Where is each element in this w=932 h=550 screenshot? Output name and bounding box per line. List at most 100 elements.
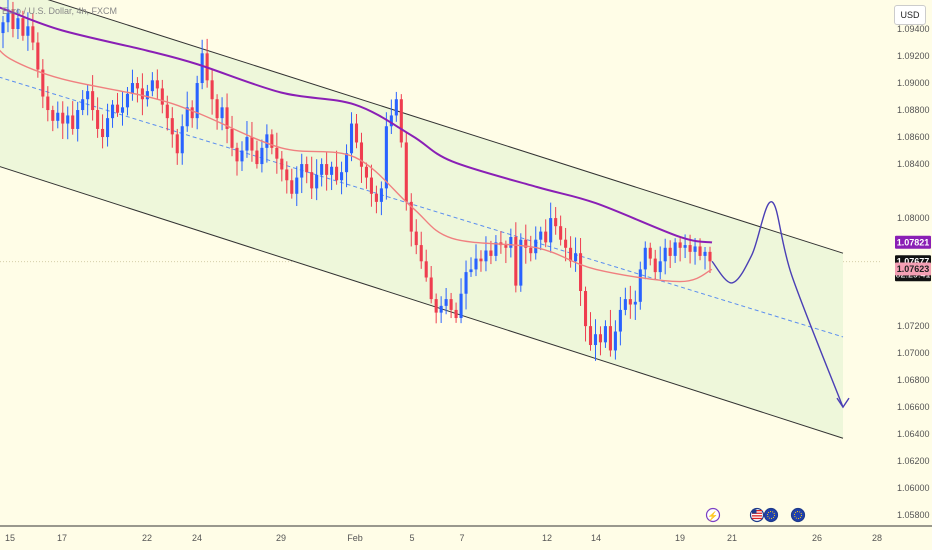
- candle-body: [564, 239, 568, 248]
- candle-body: [245, 137, 249, 151]
- y-tick-label: 1.08400: [897, 159, 930, 169]
- candle-body: [703, 251, 707, 256]
- candle-body: [295, 177, 299, 194]
- y-tick-label: 1.09200: [897, 51, 930, 61]
- y-tick-label: 1.06200: [897, 456, 930, 466]
- candle-body: [155, 80, 159, 89]
- candle-body: [539, 231, 543, 240]
- candle-body: [374, 193, 378, 202]
- candle-body: [160, 88, 164, 105]
- candle-body: [588, 326, 593, 346]
- y-tick-label: 1.09000: [897, 78, 930, 88]
- candle-body: [31, 26, 35, 43]
- candle-body: [325, 164, 329, 175]
- eu-stars: [767, 511, 775, 519]
- candle-body: [708, 251, 712, 262]
- candle-body: [693, 246, 697, 252]
- candle-body: [623, 299, 627, 310]
- y-tick-label: 1.05800: [897, 510, 930, 520]
- candle-body: [230, 128, 234, 148]
- candle-body: [101, 128, 105, 138]
- candle-body: [529, 247, 533, 254]
- ma-slow-price-label: 1.07821: [897, 237, 930, 247]
- candle-body: [195, 83, 199, 119]
- x-tick-label: 29: [276, 533, 286, 543]
- candle-body: [349, 123, 354, 154]
- x-tick-label: 17: [57, 533, 67, 543]
- candle-body: [673, 242, 677, 256]
- y-tick-label: 1.08000: [897, 213, 930, 223]
- candle-body: [240, 150, 244, 162]
- candle-body: [354, 123, 359, 143]
- x-tick-label: 19: [675, 533, 685, 543]
- candle-body: [200, 53, 204, 84]
- candle-body: [86, 91, 90, 100]
- candle-body: [683, 245, 687, 248]
- candle-body: [81, 99, 85, 111]
- channel-layer: [0, 0, 844, 439]
- candle-body: [593, 334, 598, 346]
- channel-lower-line: [0, 166, 844, 439]
- x-tick-label: 14: [591, 533, 601, 543]
- candle-body: [569, 247, 573, 262]
- x-tick-label: 21: [727, 533, 737, 543]
- axis-layer: 15 17 22 24 29 Feb 5 7 12 14 19 21 26 28 1.09400 1.0920…: [0, 24, 932, 543]
- candle-body: [429, 277, 433, 300]
- eu-stars: [794, 511, 802, 519]
- candle-body: [524, 239, 528, 248]
- x-tick-label: 26: [812, 533, 822, 543]
- candle-body: [26, 26, 30, 36]
- eu-flag-event-1[interactable]: [763, 507, 779, 523]
- candle-body: [175, 134, 179, 154]
- candle-body: [544, 231, 548, 243]
- candle-body: [549, 218, 553, 243]
- us-flag-event[interactable]: [749, 507, 765, 523]
- candle-body: [464, 272, 468, 294]
- candle-body: [285, 169, 289, 181]
- candle-body: [369, 177, 373, 194]
- candle-body: [270, 134, 274, 148]
- candle-body: [509, 236, 513, 248]
- chart-title: Euro / U.S. Dollar, 4h, FXCM: [2, 6, 118, 16]
- candle-body: [489, 250, 493, 256]
- candle-body: [434, 299, 438, 313]
- x-tick-label: 22: [142, 533, 152, 543]
- candle-body: [643, 247, 647, 270]
- y-tick-label: 1.06600: [897, 402, 930, 412]
- candle-body: [668, 247, 672, 256]
- candle-body: [335, 166, 339, 181]
- x-tick-label: 12: [542, 533, 552, 543]
- candle-body: [210, 80, 214, 100]
- candle-body: [459, 293, 463, 319]
- candle-body: [389, 115, 393, 127]
- candle-body: [275, 147, 279, 159]
- currency-button[interactable]: USD: [894, 5, 926, 25]
- projection-layer: [711, 201, 850, 409]
- candle-body: [115, 104, 120, 113]
- candle-body: [474, 258, 478, 270]
- candle-body: [678, 242, 682, 248]
- flag-stripe: [752, 515, 762, 517]
- candle-body: [330, 166, 334, 175]
- candle-body: [36, 42, 40, 70]
- flag-canton: [752, 509, 757, 514]
- candle-body: [688, 245, 692, 252]
- candle-body: [379, 188, 383, 202]
- candle-body: [469, 269, 473, 273]
- candle-body: [514, 236, 518, 286]
- candle-body: [663, 247, 667, 262]
- candle-body: [300, 164, 304, 178]
- candle-body: [140, 88, 144, 100]
- y-tick-label: 1.08800: [897, 105, 930, 115]
- candle-body: [165, 104, 169, 119]
- channel-mid-line: [0, 76, 844, 338]
- candle-body: [618, 309, 622, 332]
- candle-body: [220, 107, 224, 119]
- lightning-event[interactable]: ⚡: [705, 507, 721, 523]
- candle-body: [554, 218, 558, 227]
- eu-flag-event-2[interactable]: [790, 507, 806, 523]
- candle-body: [56, 112, 60, 121]
- y-tick-label: 1.07200: [897, 321, 930, 331]
